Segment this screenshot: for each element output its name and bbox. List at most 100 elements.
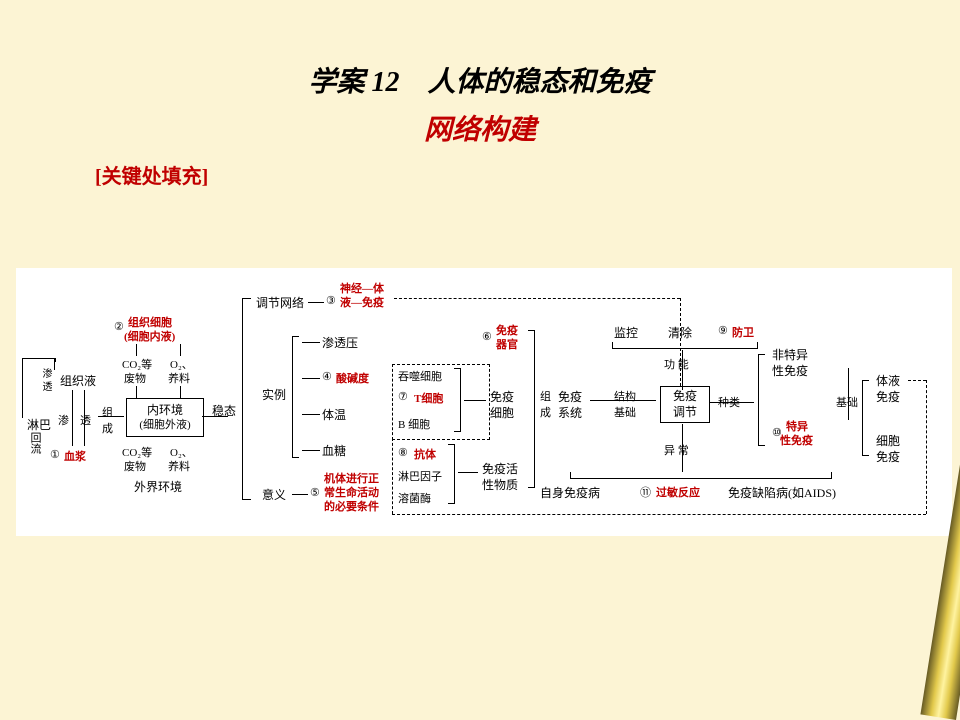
lbl-tiwen: 体温 (322, 406, 346, 423)
lbl-yangliao1: 养料 (168, 370, 190, 386)
brak-shili (292, 336, 299, 458)
lbl-gongneng: 功 能 (664, 356, 689, 372)
arr-t-dn (180, 344, 181, 356)
title-sub: 网络构建 (0, 108, 960, 148)
lbl-bxibao: B 细胞 (398, 416, 430, 432)
lbl-fty-a: 非特异 (772, 346, 808, 363)
ans-11: 过敏反应 (656, 484, 700, 500)
lbl-jiankong: 监控 (614, 324, 638, 341)
title-main: 学案 12 人体的稳态和免疫 (0, 60, 960, 100)
brak-ty (862, 380, 869, 456)
lbl-linba: 淋巴 (27, 416, 51, 433)
arr-t-up (136, 344, 137, 356)
brak-mx-cells (454, 368, 461, 432)
ans-7: T细胞 (414, 390, 443, 406)
lbl-num8: ⑧ (398, 446, 408, 459)
ln-xt (302, 450, 320, 451)
brak-zl (758, 354, 765, 446)
ln-zl (710, 402, 754, 403)
ans-6b: 器官 (496, 336, 518, 352)
lbl-xmb: 免疫 (876, 448, 900, 465)
lbl-num3: ③ (326, 294, 336, 307)
brak-mx-3 (528, 330, 535, 488)
brak-func (612, 342, 758, 349)
lbl-num1: ① (50, 448, 60, 461)
lbl-jgb: 基础 (614, 404, 636, 420)
dash-back-u (392, 438, 394, 514)
lbl-shentouya: 渗透压 (322, 334, 358, 351)
ln-jg (590, 400, 656, 401)
arr-t-dn2 (180, 386, 181, 398)
arr-t-up2 (136, 386, 137, 398)
ans-1: 血浆 (64, 448, 86, 464)
lbl-mxhx-b: 性物质 (482, 476, 518, 493)
dash-back-d (926, 380, 928, 514)
ans-10b: 性免疫 (780, 432, 813, 448)
ans-2b: (细胞内液) (124, 328, 175, 344)
lbl-mxxb-a: 免疫 (490, 388, 514, 405)
lbl-num6: ⑥ (482, 330, 492, 343)
ln-left-down1 (22, 358, 23, 418)
lbl-zcb: 成 (540, 404, 551, 420)
dash-long-right (680, 298, 682, 386)
ans-5c: 的必要条件 (324, 498, 379, 514)
lbl-zu: 组 (102, 404, 113, 420)
ln-ms (458, 472, 478, 473)
lbl-waijie: 外界环境 (134, 478, 182, 495)
ans-4: 酸碱度 (336, 370, 369, 386)
lbl-tiaojie: 调节网络 (256, 294, 304, 311)
ln-sjd (302, 378, 320, 379)
lbl-feiwu1: 废物 (124, 370, 146, 386)
dash-back-r (908, 380, 926, 382)
fillin-header: [关键处填充] (95, 160, 208, 189)
arrow-up-1 (84, 390, 85, 446)
lbl-tya: 体液 (876, 372, 900, 389)
lbl-mxxt-a: 免疫 (558, 388, 582, 405)
ln-yc (682, 424, 683, 472)
lbl-tyb: 免疫 (876, 388, 900, 405)
arrow-down-1 (72, 390, 73, 446)
lbl-quexian: 免疫缺陷病(如AIDS) (728, 484, 836, 501)
lbl-mxxb-b: 细胞 (490, 404, 514, 421)
brak-yc (570, 472, 832, 479)
lbl-tou: 透 (80, 412, 91, 428)
lbl-yiyi: 意义 (262, 486, 286, 503)
brak-wentai (242, 298, 251, 500)
lbl-shili: 实例 (262, 386, 286, 403)
ln-zucheng (98, 416, 124, 417)
dash-back-b (392, 514, 926, 516)
ln-jc-v (848, 368, 849, 420)
ans-3b: 液—免疫 (340, 294, 384, 310)
ln-sty (302, 342, 320, 343)
ln-tj (308, 302, 324, 303)
concept-diagram: 淋巴 回流 渗透 组织液 渗 透 ① 血浆 组 成 ② 组织细胞 (细胞内液) … (16, 268, 952, 536)
lbl-jga: 结构 (614, 388, 636, 404)
ln-left-down2 (54, 358, 55, 370)
lbl-num11: ⑪ (640, 484, 651, 500)
lbl-huiliu: 回流 (27, 432, 43, 454)
lbl-rongjunmei: 溶菌酶 (398, 490, 431, 506)
lbl-zca: 组 (540, 388, 551, 404)
lbl-mxxt-b: 系统 (558, 404, 582, 421)
box-neihuanjing: 内环境 (细胞外液) (126, 398, 204, 437)
lbl-cheng: 成 (102, 420, 113, 436)
lbl-jichu: 基础 (836, 394, 858, 410)
lbl-zishen: 自身免疫病 (540, 484, 600, 501)
lbl-num2: ② (114, 320, 124, 333)
lbl-linbayinzi: 淋巴因子 (398, 468, 442, 484)
dash-long-top (394, 298, 680, 300)
lbl-num9: ⑨ (718, 324, 728, 337)
lbl-num5: ⑤ (310, 486, 320, 499)
lbl-mxhx-a: 免疫活 (482, 460, 518, 477)
lbl-zuzhiye: 组织液 (60, 372, 96, 389)
lbl-xma: 细胞 (876, 432, 900, 449)
lbl-fty-b: 性免疫 (772, 362, 808, 379)
lbl-feiwu2: 废物 (124, 458, 146, 474)
ln-yy (292, 494, 308, 495)
lbl-num4: ④ (322, 370, 332, 383)
lbl-wentai: 稳态 (212, 402, 236, 419)
ans-8: 抗体 (414, 446, 436, 462)
ln-gn (682, 350, 683, 390)
ln-tw (302, 414, 320, 415)
lbl-shen: 渗 (58, 412, 69, 428)
